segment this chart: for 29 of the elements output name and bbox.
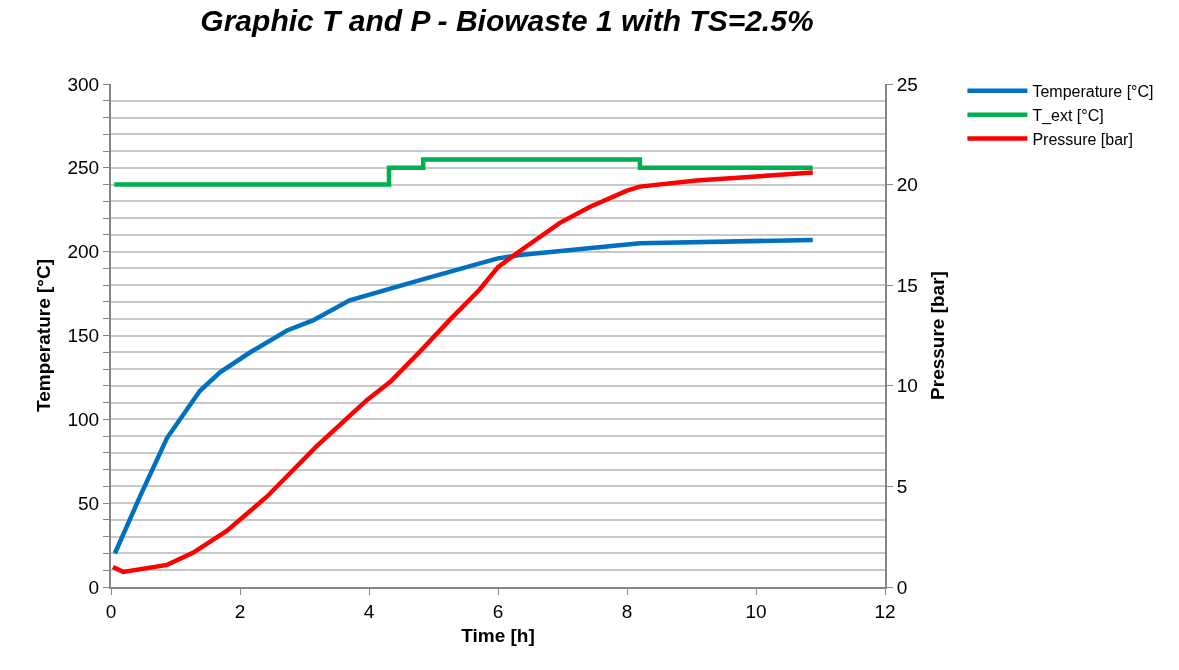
y-tick-label: 300 (67, 73, 100, 95)
legend-label: Temperature [°C] (1032, 83, 1154, 101)
legend-label: Pressure [bar] (1032, 130, 1133, 148)
y-tick-label: 200 (67, 241, 100, 263)
y2-tick-label: 20 (896, 174, 918, 196)
x-axis-title: Time [h] (461, 625, 535, 647)
line-series (112, 237, 816, 556)
x-tick-label: 12 (874, 600, 896, 622)
y-tick-label: 250 (67, 157, 100, 179)
y2-tick-label: 25 (896, 73, 918, 95)
x-tick-label: 10 (745, 600, 767, 622)
y-tick-label: 150 (67, 325, 100, 347)
y2-tick-label: 0 (896, 576, 908, 598)
chart-title: Graphic T and P - Biowaste 1 with TS=2.5% (200, 4, 814, 38)
y-tick-label: 100 (67, 408, 100, 430)
line-series (111, 170, 816, 575)
legend-label: T_ext [°C] (1032, 106, 1104, 125)
y2-tick-label: 15 (896, 274, 918, 296)
y2-tick-label: 10 (896, 375, 918, 397)
y-tick-label: 50 (78, 492, 100, 514)
x-tick-label: 0 (105, 600, 117, 622)
y-tick-label: 0 (88, 576, 100, 598)
y2-tick-label: 5 (896, 476, 908, 498)
x-tick-label: 6 (492, 600, 504, 622)
x-tick-label: 8 (621, 600, 633, 622)
x-tick-label: 4 (363, 600, 375, 622)
y2-axis-title: Pressure [bar] (927, 271, 949, 400)
x-tick-label: 2 (234, 600, 246, 622)
y-axis-title: Temperature [°C] (32, 259, 54, 412)
